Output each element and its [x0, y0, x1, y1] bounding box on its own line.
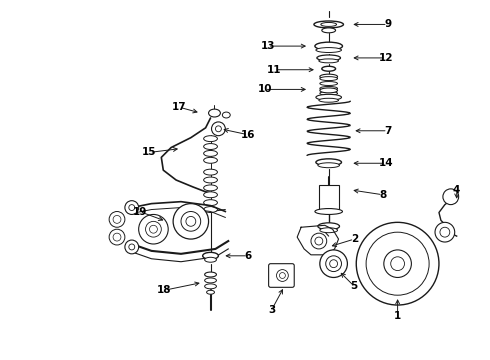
Circle shape: [384, 250, 412, 278]
Circle shape: [129, 204, 135, 211]
Circle shape: [125, 240, 139, 254]
Ellipse shape: [320, 74, 338, 79]
Circle shape: [146, 221, 161, 237]
Ellipse shape: [316, 159, 342, 166]
Ellipse shape: [209, 109, 221, 117]
Ellipse shape: [322, 28, 336, 33]
Circle shape: [330, 260, 338, 267]
Ellipse shape: [205, 278, 217, 283]
Circle shape: [173, 204, 209, 239]
Ellipse shape: [314, 21, 343, 28]
Circle shape: [216, 126, 221, 132]
Circle shape: [113, 233, 121, 241]
FancyBboxPatch shape: [319, 185, 339, 210]
Ellipse shape: [322, 66, 336, 71]
Text: 8: 8: [379, 190, 387, 200]
Text: 12: 12: [379, 53, 393, 63]
Ellipse shape: [315, 42, 343, 50]
Ellipse shape: [321, 22, 337, 26]
Ellipse shape: [205, 272, 217, 277]
Ellipse shape: [319, 98, 339, 102]
Circle shape: [366, 232, 429, 295]
Text: 5: 5: [351, 281, 358, 291]
Text: 2: 2: [351, 234, 358, 244]
Ellipse shape: [318, 163, 340, 168]
Circle shape: [435, 222, 455, 242]
Circle shape: [443, 189, 459, 204]
Ellipse shape: [319, 59, 339, 63]
Circle shape: [315, 237, 323, 245]
Ellipse shape: [316, 48, 342, 53]
Text: 14: 14: [378, 158, 393, 168]
Circle shape: [113, 215, 121, 223]
Circle shape: [311, 233, 327, 249]
Ellipse shape: [204, 207, 218, 212]
Ellipse shape: [204, 169, 218, 175]
Ellipse shape: [316, 94, 342, 100]
Circle shape: [212, 122, 225, 136]
Ellipse shape: [276, 270, 288, 282]
Ellipse shape: [320, 91, 338, 95]
Text: 7: 7: [384, 126, 392, 136]
Ellipse shape: [317, 55, 341, 61]
Ellipse shape: [320, 82, 338, 85]
Ellipse shape: [279, 273, 285, 278]
Ellipse shape: [205, 257, 217, 262]
Ellipse shape: [207, 290, 215, 294]
Ellipse shape: [204, 185, 218, 191]
Ellipse shape: [204, 136, 218, 141]
Text: 9: 9: [384, 19, 392, 30]
Ellipse shape: [204, 192, 218, 198]
Ellipse shape: [320, 86, 338, 90]
Text: 4: 4: [453, 185, 461, 195]
Text: 6: 6: [245, 251, 251, 261]
Text: 1: 1: [394, 311, 401, 321]
Circle shape: [109, 212, 125, 227]
Ellipse shape: [204, 200, 218, 206]
Ellipse shape: [205, 284, 217, 289]
Ellipse shape: [320, 88, 338, 93]
FancyBboxPatch shape: [269, 264, 294, 287]
Text: 19: 19: [132, 207, 147, 216]
Text: 15: 15: [142, 148, 157, 157]
Text: 11: 11: [267, 65, 282, 75]
Ellipse shape: [320, 77, 338, 81]
Ellipse shape: [204, 144, 218, 149]
Circle shape: [320, 250, 347, 278]
Circle shape: [440, 227, 450, 237]
Circle shape: [109, 229, 125, 245]
Circle shape: [356, 222, 439, 305]
Ellipse shape: [204, 157, 218, 163]
Ellipse shape: [204, 150, 218, 156]
Circle shape: [139, 215, 168, 244]
Text: 13: 13: [260, 41, 275, 51]
Text: 17: 17: [172, 102, 186, 112]
Circle shape: [186, 216, 196, 226]
Ellipse shape: [204, 177, 218, 183]
Ellipse shape: [318, 223, 340, 230]
Ellipse shape: [315, 208, 343, 215]
Circle shape: [125, 201, 139, 215]
Text: 3: 3: [268, 305, 275, 315]
Ellipse shape: [203, 252, 219, 259]
Ellipse shape: [320, 228, 338, 233]
Circle shape: [391, 257, 405, 271]
Text: 18: 18: [157, 285, 172, 295]
Text: 16: 16: [241, 130, 255, 140]
Circle shape: [181, 212, 201, 231]
Circle shape: [129, 244, 135, 250]
Text: 10: 10: [257, 84, 272, 94]
Ellipse shape: [222, 112, 230, 118]
Circle shape: [149, 225, 157, 233]
Circle shape: [326, 256, 342, 271]
